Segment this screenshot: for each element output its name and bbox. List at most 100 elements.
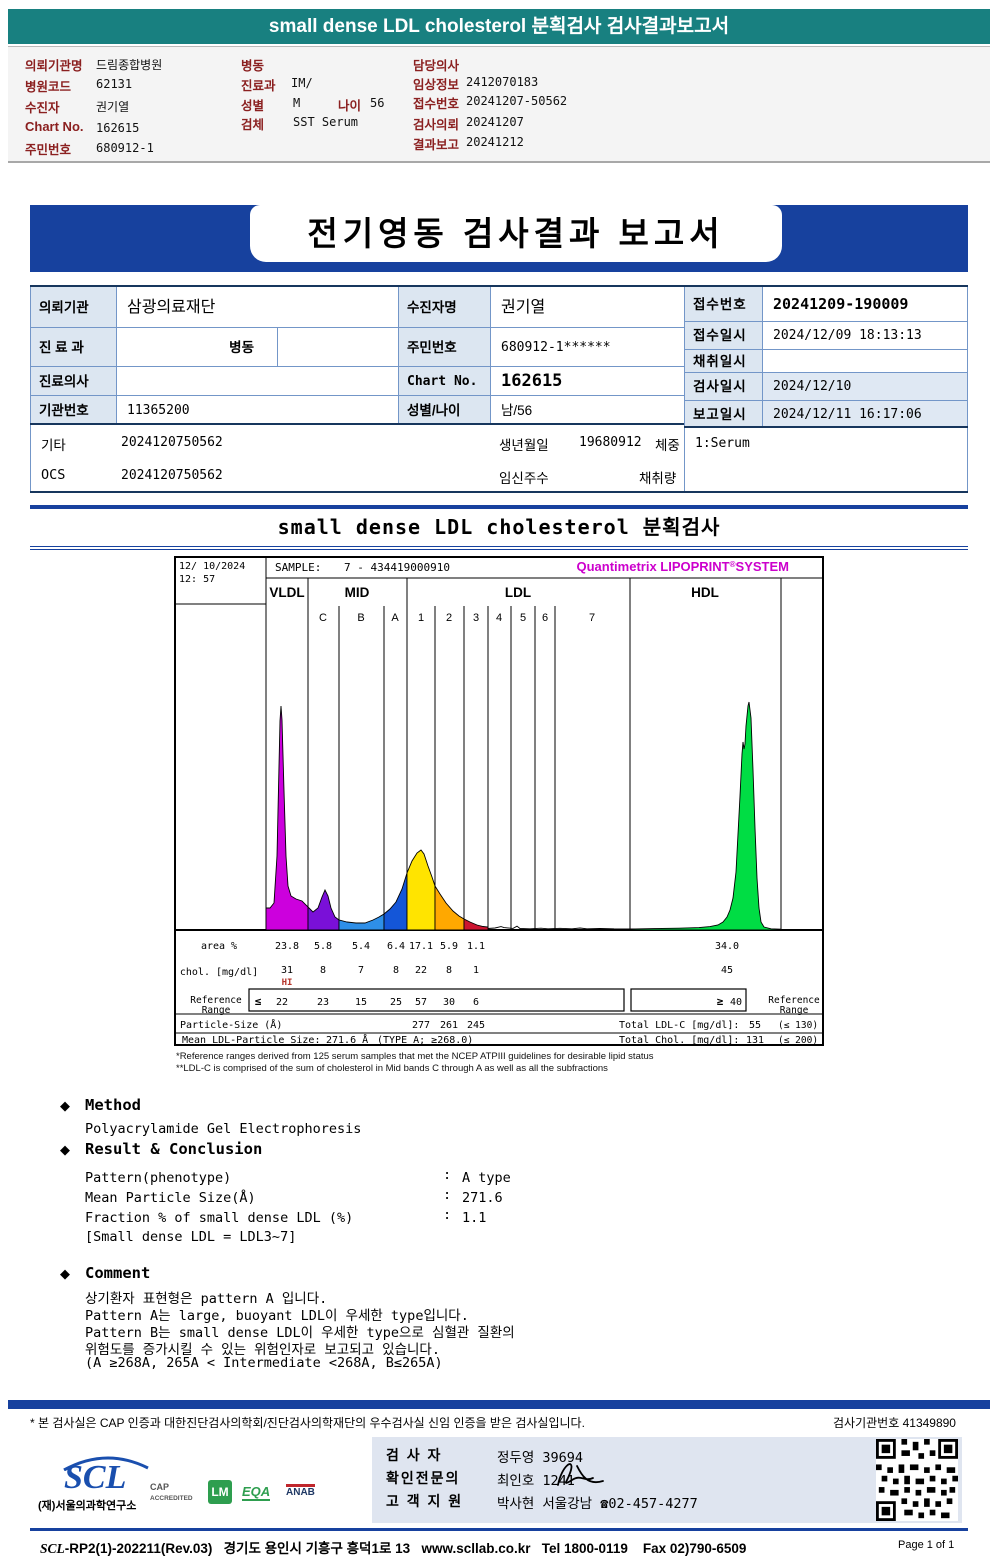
vldl-peak-fill xyxy=(265,705,309,931)
info-label: 성별 xyxy=(241,99,265,113)
info-label: 주민번호 xyxy=(25,143,72,157)
table-label: 접수일시 xyxy=(684,321,762,349)
table-heavy-bottom xyxy=(30,491,968,493)
org-number: 검사기관번호 41349890 xyxy=(833,1416,956,1430)
table-value: 2024/12/10 xyxy=(762,372,968,400)
table-label: 주민번호 xyxy=(398,327,490,366)
result-row-value: 271.6 xyxy=(462,1190,503,1206)
result-colon: : xyxy=(443,1167,452,1183)
table-label: Chart No. xyxy=(398,366,490,395)
mean-size-label: Mean LDL-Particle Size: xyxy=(182,1035,320,1046)
info-value: 162615 xyxy=(96,121,140,135)
baseline-trace xyxy=(487,925,631,930)
table-label: 의뢰기관 xyxy=(30,286,116,327)
lab-fax: Fax 02)790-6509 xyxy=(642,1541,747,1556)
subband-label: 7 xyxy=(589,612,595,624)
info-value: 56 xyxy=(370,96,385,110)
region-label-mid: MID xyxy=(345,585,370,600)
result-row-value: 1.1 xyxy=(462,1210,487,1226)
table-label: 채취량 xyxy=(639,471,677,486)
staff-value: 정두영 39694 xyxy=(497,1450,584,1466)
psize-row-label: Particle-Size (Å) xyxy=(180,1018,282,1031)
table-value: 남/56 xyxy=(490,395,684,424)
table-value: 권기열 xyxy=(490,286,684,327)
info-value: 드림종합병원 xyxy=(96,58,163,72)
qr-code xyxy=(876,1439,958,1521)
table-value: 11365200 xyxy=(116,395,398,424)
info-label: 의뢰기관명 xyxy=(25,59,83,73)
table-value: 162615 xyxy=(490,366,684,395)
doc-code-prefix: SCL xyxy=(40,1541,65,1556)
hdl-peak-fill xyxy=(629,701,782,931)
info-label: 수진자 xyxy=(25,101,60,115)
footnote-1: *Reference ranges derived from 125 serum… xyxy=(176,1051,654,1062)
ref-value: 15 xyxy=(355,997,367,1008)
region-label-hdl: HDL xyxy=(691,585,719,600)
table-value: 680912-1****** xyxy=(490,327,684,366)
hi-flag: HI xyxy=(282,978,293,988)
banner-inset: 전기영동 검사결과 보고서 xyxy=(250,205,782,262)
ref-value: 25 xyxy=(390,997,402,1008)
sample-label: SAMPLE: xyxy=(275,561,321,574)
subband-label: A xyxy=(391,612,399,624)
ref-right-label1: Reference xyxy=(768,995,820,1006)
staff-box: 검 사 자 정두영 39694 확인전문의 최인호 1241 고 객 지 원 박… xyxy=(372,1437,962,1523)
diamond-icon: ◆ xyxy=(60,1266,70,1281)
method-body: Polyacrylamide Gel Electrophoresis xyxy=(85,1121,362,1137)
info-label: 임상정보 xyxy=(413,78,460,92)
ref-value: 6 xyxy=(473,997,479,1008)
chol-value: 7 xyxy=(358,965,364,976)
staff-value: 최인호 1241 xyxy=(497,1473,575,1489)
psize-value: 261 xyxy=(440,1020,458,1031)
info-label: 나이 xyxy=(338,99,362,113)
lipoprint-figure: 12/ 10/2024 12: 57 SAMPLE: 7 - 434419000… xyxy=(174,556,824,1046)
table-label: 생년월일 xyxy=(499,438,549,453)
info-value: IM/ xyxy=(291,76,313,90)
figure-date: 12/ 10/2024 xyxy=(179,561,245,572)
footer-disclaimer: * 본 검사실은 CAP 인증과 대한진단검사의학회/진단검사의학재단의 우수검… xyxy=(30,1416,585,1430)
table-value: 삼광의료재단 xyxy=(116,286,398,327)
table-label: 접수번호 xyxy=(684,286,762,321)
table-label: 체중 xyxy=(655,438,680,453)
info-value: 2412070183 xyxy=(466,75,539,89)
leq-sign: ≤ xyxy=(255,995,262,1008)
chol-value: 8 xyxy=(446,965,452,976)
result-colon: : xyxy=(443,1207,452,1223)
ref-value: 23 xyxy=(317,997,329,1008)
chol-value: 22 xyxy=(415,965,427,976)
area-value: 1.1 xyxy=(467,941,485,952)
footer-navy-bar xyxy=(8,1400,990,1409)
area-value: 17.1 xyxy=(409,941,433,952)
ref-right-label2: Range xyxy=(780,1005,809,1016)
table-label: 임신주수 xyxy=(499,471,549,486)
subband-label: 6 xyxy=(542,612,548,624)
info-label: 담당의사 xyxy=(413,59,460,73)
stats-table: area % 23.8 5.8 5.4 6.4 17.1 5.9 1.1 34.… xyxy=(180,941,820,1046)
info-label: 검사의뢰 xyxy=(413,118,460,132)
total-ldl-ref: (≤ 130) xyxy=(778,1020,818,1031)
table-value: 20241209-190009 xyxy=(762,286,968,321)
area-value: 5.4 xyxy=(352,941,370,952)
diamond-icon: ◆ xyxy=(60,1142,70,1157)
table-value: 2024120750562 xyxy=(121,435,223,450)
result-row-label: Pattern(phenotype) xyxy=(85,1170,232,1186)
ref-row-label1: Reference xyxy=(190,995,242,1006)
info-value: SST Serum xyxy=(293,115,359,129)
banner-title: 전기영동 검사결과 보고서 xyxy=(307,215,725,252)
table-label: 기타 xyxy=(41,438,66,453)
report-header-bar: small dense LDL cholesterol 분획검사 검사결과보고서 xyxy=(8,9,990,44)
ldl3-fill xyxy=(463,918,489,931)
chromatogram xyxy=(265,701,782,931)
info-value: M xyxy=(293,96,301,110)
psize-value: 245 xyxy=(467,1020,485,1031)
area-row-label: area % xyxy=(201,941,237,952)
comment-heading: Comment xyxy=(85,1264,151,1282)
ref-box-hdl xyxy=(630,988,747,1012)
scl-logo: SCL xyxy=(64,1459,127,1496)
result-row-label: Mean Particle Size(Å) xyxy=(85,1190,256,1206)
scl-logo-block: SCL (재)서울의과학연구소 xyxy=(38,1455,168,1515)
ref-value: 57 xyxy=(415,997,427,1008)
area-value: 5.8 xyxy=(314,941,332,952)
subband-label: 5 xyxy=(520,612,526,624)
